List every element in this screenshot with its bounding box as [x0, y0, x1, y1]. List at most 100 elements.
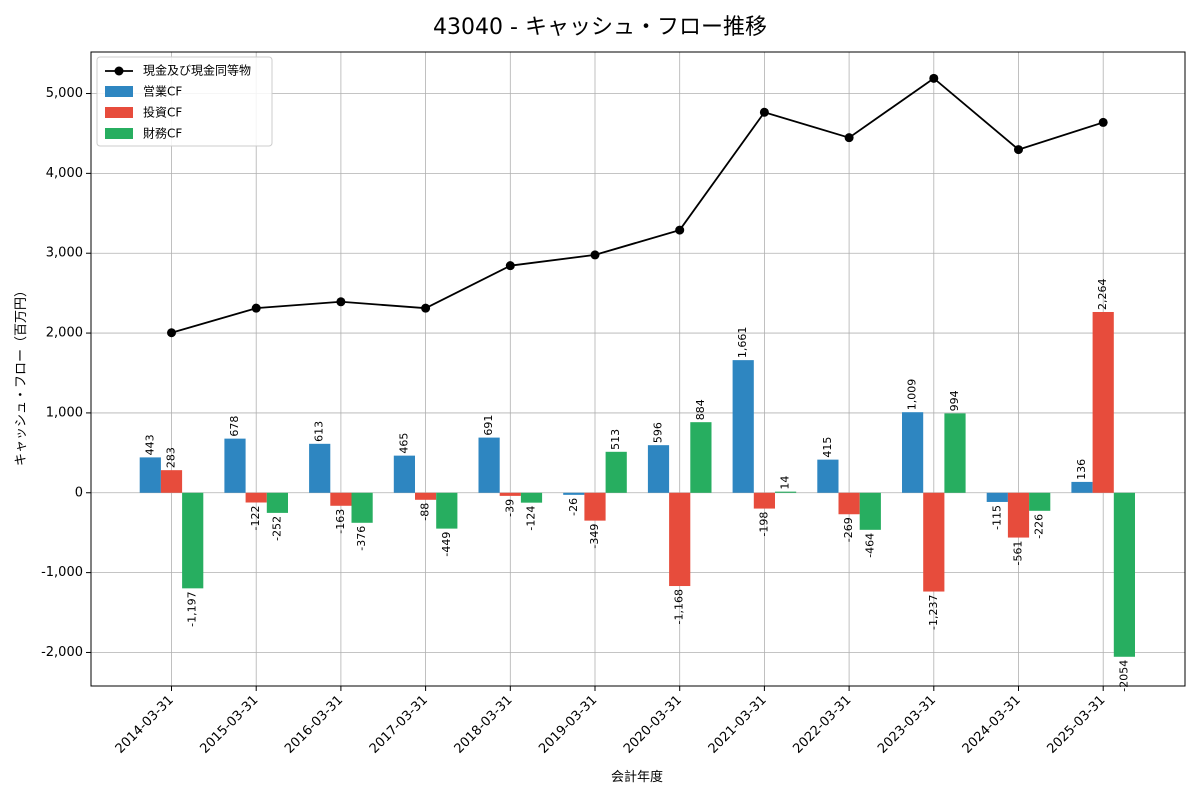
cash-line-point [1098, 117, 1108, 127]
cash-line-point [505, 261, 515, 271]
bar-投資CF [669, 492, 691, 587]
bar-営業CF [1071, 481, 1093, 493]
bar-財務CF [351, 492, 373, 523]
bar-投資CF [753, 492, 775, 509]
bar-投資CF [415, 492, 437, 500]
legend-label: 営業CF [143, 85, 182, 99]
data-label: -1,197 [186, 591, 199, 626]
x-tick-label: 2020-03-31 [621, 693, 685, 757]
cash-line-path [171, 77, 1104, 334]
y-tick-label: 5,000 [46, 86, 83, 101]
bar-財務CF [605, 451, 627, 493]
data-label: 884 [694, 399, 707, 420]
bar-財務CF [944, 413, 966, 493]
x-tick-label: 2015-03-31 [197, 693, 261, 757]
legend-swatch [105, 107, 133, 118]
data-label: -269 [842, 517, 855, 542]
cash-line-point [251, 303, 261, 313]
bar-営業CF [647, 445, 670, 493]
data-label: 691 [482, 415, 495, 436]
chart-title: 43040 - キャッシュ・フロー推移 [433, 15, 767, 40]
bar-営業CF [309, 443, 331, 493]
x-tick-label: 2025-03-31 [1044, 693, 1108, 757]
x-tick-label: 2019-03-31 [536, 693, 600, 757]
data-label: -1,168 [673, 589, 686, 624]
cash-line [167, 73, 1108, 338]
data-labels: 443 678 613 465 691 -26 596 1,661 415 1,009 -115 13… [143, 278, 1130, 691]
cash-line-point [421, 303, 431, 313]
legend-label: 現金及び現金同等物 [143, 63, 251, 78]
bar-営業CF [139, 457, 161, 493]
y-tick-label: 3,000 [46, 246, 83, 261]
bar-財務CF [520, 492, 543, 503]
x-tick-label: 2018-03-31 [452, 693, 516, 757]
cash-line-point [759, 107, 769, 117]
data-label: -226 [1033, 514, 1046, 539]
cash-line-point [675, 225, 685, 235]
x-tick-label: 2023-03-31 [875, 693, 939, 757]
legend-box [96, 56, 273, 147]
bar-投資CF [584, 492, 606, 521]
legend-label: 投資CF [143, 105, 182, 120]
data-label: -26 [567, 498, 580, 516]
x-tick-label: 2024-03-31 [960, 693, 1024, 757]
plot-frame [90, 51, 1186, 687]
data-label: 994 [948, 390, 961, 411]
legend-swatch [105, 86, 133, 97]
grid-lines [91, 52, 1185, 686]
data-label: -464 [863, 533, 876, 558]
cash-line-point [336, 297, 346, 307]
data-label: 1,661 [736, 327, 749, 359]
y-axis-label: キャッシュ・フロー（百万円） [14, 284, 29, 466]
bar-財務CF [1029, 492, 1051, 511]
bar-投資CF [160, 470, 183, 493]
y-tick-label: 2,000 [46, 326, 83, 341]
data-label: -198 [757, 512, 770, 537]
cash-line-point [1014, 145, 1023, 155]
data-label: 465 [397, 433, 410, 454]
bar-投資CF [499, 492, 521, 496]
legend-line-marker [114, 66, 124, 76]
y-tick-label: -2,000 [41, 645, 83, 660]
x-tick-label: 2021-03-31 [706, 693, 770, 757]
data-label: 1,009 [906, 379, 919, 411]
data-label: -39 [503, 499, 516, 517]
data-label: -349 [588, 524, 601, 549]
bar-営業CF [817, 459, 839, 493]
x-tick-label: 2016-03-31 [282, 693, 346, 757]
bar-財務CF [182, 492, 204, 589]
bar-財務CF [266, 492, 288, 513]
data-label: -163 [334, 509, 347, 534]
bar-財務CF [690, 422, 712, 493]
y-tick-label: 0 [75, 485, 83, 500]
data-label: 136 [1075, 459, 1088, 480]
bar-営業CF [986, 492, 1008, 502]
bar-財務CF [436, 492, 458, 529]
y-tick-label: -1,000 [41, 565, 83, 580]
data-label: -115 [990, 505, 1003, 530]
data-label: 2,264 [1096, 278, 1109, 310]
bar-投資CF [1007, 492, 1030, 538]
data-label: -124 [525, 506, 538, 531]
data-label: 678 [228, 416, 241, 437]
bar-財務CF [859, 492, 881, 530]
bar-営業CF [478, 437, 500, 493]
x-tick-label: 2022-03-31 [790, 693, 854, 757]
bar-投資CF [923, 492, 945, 592]
bar-投資CF [838, 492, 860, 515]
data-label: -561 [1012, 541, 1025, 566]
data-label: -1,237 [927, 595, 940, 630]
data-label: -252 [270, 516, 283, 541]
cash-line-point [167, 328, 176, 338]
legend-swatch [105, 128, 133, 139]
cash-line-point [929, 73, 939, 83]
data-label: 283 [165, 447, 178, 468]
x-tick-label: 2014-03-31 [113, 693, 177, 757]
data-label: 415 [821, 437, 834, 458]
data-label: -122 [249, 506, 262, 531]
bar-財務CF [1113, 492, 1135, 657]
data-label: 14 [779, 476, 792, 490]
cash-line-point [590, 250, 600, 260]
y-tick-label: 1,000 [46, 405, 83, 420]
